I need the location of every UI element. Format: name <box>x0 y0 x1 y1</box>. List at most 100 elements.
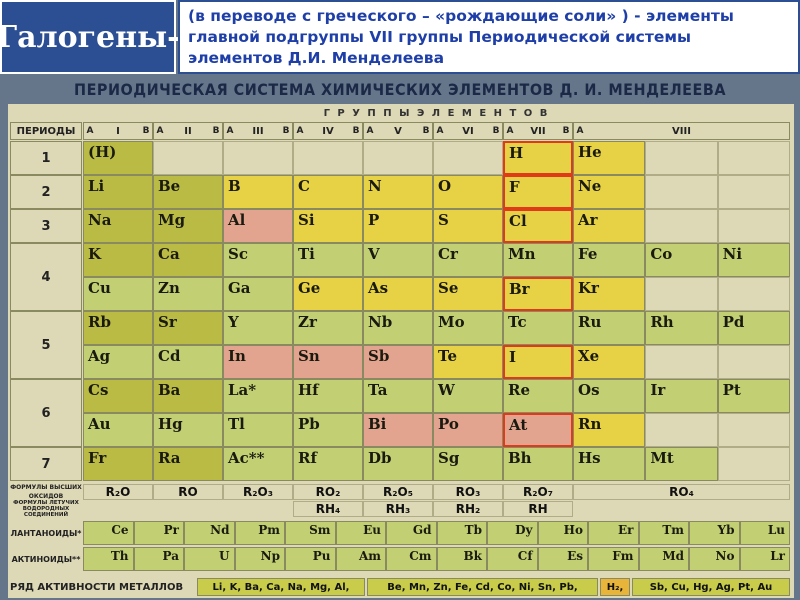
oxide-formula: R₂O₃ <box>223 484 293 500</box>
f-element: Fm <box>588 547 639 571</box>
element-cell: Ca <box>153 243 223 277</box>
group-number: VI <box>462 125 474 137</box>
f-element: Am <box>335 547 386 571</box>
element-cell: Kr <box>573 277 646 311</box>
hydride-formula: RH₄ <box>293 501 363 517</box>
element-cell: Zr <box>293 311 363 345</box>
oxide-formula: R₂O₇ <box>503 484 573 500</box>
element-cell: Sc <box>223 243 293 277</box>
element-cell: Fe <box>573 243 646 277</box>
element-cell: Bi <box>363 413 433 447</box>
period-number: 7 <box>10 447 82 481</box>
slide-title: Галогены- <box>0 0 180 74</box>
empty-cell <box>717 209 790 243</box>
oxide-formula: RO <box>153 484 223 500</box>
group-header <box>223 122 293 140</box>
f-element: Nd <box>184 521 235 545</box>
element-cell: Se <box>433 277 503 311</box>
f-element: Yb <box>689 521 740 545</box>
element-cell: Xe <box>573 345 646 379</box>
element-cell: Br <box>503 277 573 311</box>
f-element: Dy <box>487 521 538 545</box>
f-element: Pm <box>234 521 285 545</box>
oxide-formula: R₂O <box>83 484 153 500</box>
empty-cell <box>645 413 718 447</box>
element-cell: At <box>503 413 573 447</box>
element-cell: Y <box>223 311 293 345</box>
group-number: II <box>184 125 192 137</box>
period-number: 3 <box>10 209 82 243</box>
lanthanoids-label: ЛАНТАНОИДЫ* <box>10 528 82 538</box>
element-cell: Ir <box>645 379 718 413</box>
periods-label: ПЕРИОДЫ <box>10 122 82 140</box>
element-cell: Mn <box>503 243 573 277</box>
f-element: Lu <box>739 521 790 545</box>
f-element: Pr <box>133 521 184 545</box>
f-element: Lr <box>739 547 790 571</box>
element-cell: B <box>223 175 293 209</box>
empty-cell <box>645 141 718 175</box>
slide-subtitle: (в переводе с греческого – «рождающие со… <box>178 0 800 74</box>
element-cell: Co <box>645 243 718 277</box>
activity-segment: H₂, <box>600 578 630 596</box>
group-header <box>433 122 503 140</box>
element-cell: Po <box>433 413 503 447</box>
element-cell: Sg <box>433 447 503 481</box>
group-number: I <box>116 125 120 137</box>
subgroup-b: B <box>352 125 360 136</box>
element-cell: Hs <box>573 447 646 481</box>
subgroup-a: A <box>576 125 584 136</box>
element-cell: Pd <box>717 311 790 345</box>
hydride-formula: RH₂ <box>433 501 503 517</box>
element-cell: Be <box>153 175 223 209</box>
element-cell: Ba <box>153 379 223 413</box>
empty-cell <box>645 209 718 243</box>
element-cell: Rh <box>645 311 718 345</box>
element-cell: Hf <box>293 379 363 413</box>
element-cell: Rn <box>573 413 646 447</box>
f-element: Np <box>234 547 285 571</box>
period-number: 5 <box>10 311 82 379</box>
element-cell: Al <box>223 209 293 243</box>
element-cell: Fr <box>83 447 153 481</box>
empty-cell <box>717 175 790 209</box>
element-cell: Mo <box>433 311 503 345</box>
empty-cell <box>645 175 718 209</box>
period-number: 6 <box>10 379 82 447</box>
empty-cell <box>717 447 790 481</box>
f-element: Tm <box>638 521 689 545</box>
empty-cell <box>223 141 293 175</box>
element-cell: Os <box>573 379 646 413</box>
actinoids-label: АКТИНОИДЫ** <box>11 554 81 564</box>
element-cell: Au <box>83 413 153 447</box>
subgroup-b: B <box>142 125 150 136</box>
period-number: 1 <box>10 141 82 175</box>
element-cell: Cu <box>83 277 153 311</box>
subgroup-a: A <box>226 125 234 136</box>
element-cell: Ne <box>573 175 646 209</box>
element-cell: Pb <box>293 413 363 447</box>
element-cell: Ga <box>223 277 293 311</box>
element-cell: V <box>363 243 433 277</box>
f-element: Sm <box>285 521 336 545</box>
empty-cell <box>153 141 223 175</box>
oxides-label: ФОРМУЛЫ ВЫСШИХ ОКСИДОВ <box>10 484 82 500</box>
group-number: IV <box>322 125 334 137</box>
subgroup-a: A <box>506 125 514 136</box>
element-cell: Re <box>503 379 573 413</box>
element-cell: Mg <box>153 209 223 243</box>
table-title: ПЕРИОДИЧЕСКАЯ СИСТЕМА ХИМИЧЕСКИХ ЭЛЕМЕНТ… <box>74 80 726 99</box>
empty-cell <box>293 141 363 175</box>
period-number: 2 <box>10 175 82 209</box>
group-header <box>83 122 153 140</box>
subgroup-a: A <box>436 125 444 136</box>
element-cell: In <box>223 345 293 379</box>
oxide-formula: RO₃ <box>433 484 503 500</box>
f-element: No <box>689 547 740 571</box>
subgroup-a: A <box>86 125 94 136</box>
element-cell: I <box>503 345 573 379</box>
element-cell: Tc <box>503 311 573 345</box>
f-element: Eu <box>335 521 386 545</box>
f-element: Cf <box>487 547 538 571</box>
